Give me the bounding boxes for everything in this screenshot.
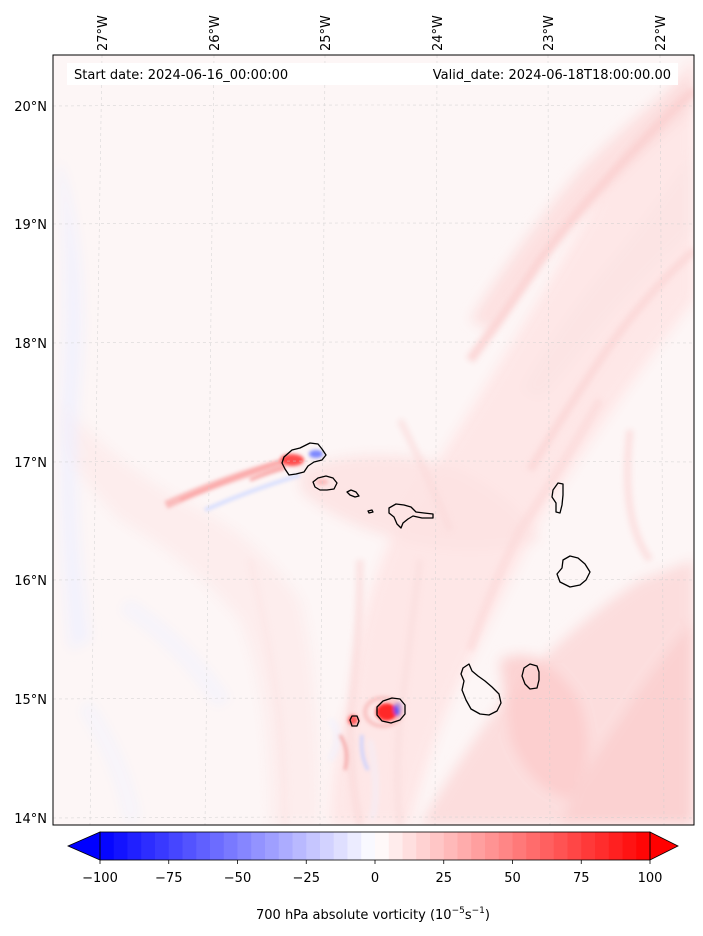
colorbar-cell xyxy=(416,832,431,860)
colorbar-cell xyxy=(223,832,239,860)
colorbar-cell xyxy=(278,832,294,860)
island-fogo xyxy=(376,697,406,724)
vorticity-field xyxy=(58,55,694,825)
colorbar-cell xyxy=(402,832,417,860)
colorbar-cell xyxy=(567,832,582,860)
island-santiago xyxy=(460,663,502,716)
colorbar-cell xyxy=(100,832,115,860)
colorbar-cell xyxy=(361,832,376,860)
colorbar-cell xyxy=(375,832,390,860)
colorbar-cell xyxy=(485,832,500,860)
colorbar-cell xyxy=(347,832,362,860)
colorbar-cell xyxy=(168,832,184,860)
colorbar-cell xyxy=(443,832,459,860)
colorbar-cell xyxy=(292,832,307,860)
island-maio xyxy=(521,663,540,690)
colorbar-max-extend xyxy=(649,831,679,861)
map-frame xyxy=(52,54,695,826)
colorbar-cell xyxy=(608,832,624,860)
colorbar-tick-label: 0 xyxy=(371,871,379,886)
colorbar-cell xyxy=(182,832,197,860)
lon-label-26w: 26°W xyxy=(208,15,223,51)
island-sao-vicente xyxy=(312,475,338,491)
header-box: Start date: 2024-06-16_00:00:00 Valid_da… xyxy=(67,63,678,85)
colorbar-cell xyxy=(595,832,610,860)
colorbar-cell xyxy=(127,832,142,860)
lat-label-19n: 19°N xyxy=(14,218,47,233)
colorbar-cell xyxy=(581,832,596,860)
lon-label-27w: 27°W xyxy=(96,15,111,51)
island-sao-nicolau xyxy=(388,503,434,529)
colorbar-cell xyxy=(498,832,514,860)
colorbar-cell xyxy=(113,832,129,860)
lon-label-22w: 22°W xyxy=(654,15,669,51)
colorbar-cell xyxy=(471,832,486,860)
colorbar-cell xyxy=(320,832,335,860)
lat-label-17n: 17°N xyxy=(14,456,47,471)
colorbar-label-exp2: −1 xyxy=(472,906,485,916)
colorbar-cell xyxy=(457,832,472,860)
lat-label-14n: 14°N xyxy=(14,812,47,827)
colorbar-cell xyxy=(540,832,555,860)
island-boa-vista xyxy=(556,555,591,588)
island-brava xyxy=(349,715,360,727)
colorbar-cell xyxy=(553,832,569,860)
colorbar: −100 −75 −50 −25 0 25 50 75 100 700 hPa absolute… xyxy=(67,831,679,923)
colorbar-cell xyxy=(237,832,252,860)
island-sal xyxy=(551,482,564,514)
latitude-labels: 20°N 19°N 18°N 17°N 16°N 15°N 14°N xyxy=(14,100,47,827)
longitude-labels: 27°W 26°W 25°W 24°W 23°W 22°W xyxy=(96,15,669,51)
colorbar-cell xyxy=(526,832,541,860)
colorbar-label-unit: s xyxy=(465,908,472,923)
colorbar-tick-label: −100 xyxy=(82,871,118,886)
colorbar-cell xyxy=(388,832,404,860)
start-date-text: Start date: 2024-06-16_00:00:00 xyxy=(74,68,288,83)
colorbar-tick-label: 50 xyxy=(504,871,521,886)
lat-label-15n: 15°N xyxy=(14,693,47,708)
colorbar-cell xyxy=(251,832,266,860)
island-santo-antao xyxy=(281,442,327,476)
colorbar-label: 700 hPa absolute vorticity (10−5s−1) xyxy=(256,906,490,923)
colorbar-cell xyxy=(512,832,527,860)
colorbar-cell xyxy=(155,832,170,860)
colorbar-cell xyxy=(265,832,280,860)
colorbar-cells xyxy=(100,832,651,860)
island-santa-luzia xyxy=(346,489,360,498)
lat-label-16n: 16°N xyxy=(14,574,47,589)
colorbar-label-close: ) xyxy=(485,908,490,923)
lat-label-18n: 18°N xyxy=(14,337,47,352)
lon-label-25w: 25°W xyxy=(319,15,334,51)
island-islet xyxy=(367,509,374,514)
colorbar-tick-label: 25 xyxy=(435,871,452,886)
colorbar-cell xyxy=(430,832,445,860)
colorbar-cell xyxy=(333,832,349,860)
lon-label-24w: 24°W xyxy=(431,15,446,51)
gridlines xyxy=(53,55,694,825)
colorbar-cell xyxy=(196,832,211,860)
lon-label-23w: 23°W xyxy=(542,15,557,51)
colorbar-cell xyxy=(306,832,321,860)
colorbar-tick-label: −25 xyxy=(293,871,320,886)
colorbar-cell xyxy=(636,832,651,860)
colorbar-cell xyxy=(210,832,225,860)
lat-label-20n: 20°N xyxy=(14,100,47,115)
colorbar-label-main: 700 hPa absolute vorticity (10 xyxy=(256,908,452,923)
coastlines xyxy=(281,442,591,727)
colorbar-cell xyxy=(622,832,637,860)
colorbar-min-extend xyxy=(67,831,101,861)
valid-date-text: Valid_date: 2024-06-18T18:00:00.00 xyxy=(433,68,671,83)
colorbar-cell xyxy=(141,832,156,860)
colorbar-tick-label: −75 xyxy=(155,871,182,886)
colorbar-ticks: −100 −75 −50 −25 0 25 50 75 100 xyxy=(82,860,662,886)
colorbar-tick-label: 75 xyxy=(573,871,590,886)
colorbar-tick-label: 100 xyxy=(638,871,663,886)
header-background xyxy=(67,63,678,85)
colorbar-label-exp1: −5 xyxy=(452,906,465,916)
colorbar-tick-label: −50 xyxy=(224,871,251,886)
map-area xyxy=(53,55,694,825)
